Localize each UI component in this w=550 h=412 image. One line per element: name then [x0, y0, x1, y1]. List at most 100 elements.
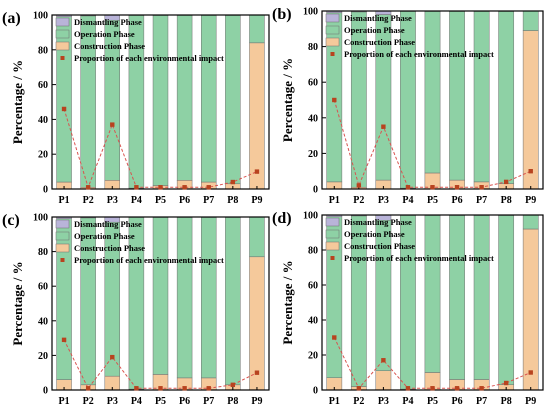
- panel-a-xtick-label: P9: [251, 195, 262, 206]
- panel-b-bar-operation-phase-P8: [498, 11, 515, 184]
- panel-c-proportion-point-P5: [158, 386, 163, 391]
- panel-d-ytick-label: 0: [313, 386, 318, 397]
- panel-d-legend-swatch-dismantling-phase: [325, 217, 340, 227]
- panel-d-legend-label: Construction Phase: [344, 241, 415, 251]
- panel-b-ytick-label: 60: [308, 78, 318, 89]
- panel-a-bar-operation-phase-P6: [176, 15, 193, 181]
- panel-b-xtick-label: P4: [402, 195, 413, 206]
- panel-a-proportion-point-P3: [110, 122, 115, 127]
- panel-d-proportion-point-P8: [503, 380, 509, 386]
- panel-a-xtick-label: P7: [203, 195, 214, 206]
- panel-b-legend-swatch-proportion: [330, 52, 335, 56]
- panel-c-xtick-label: P6: [179, 396, 190, 407]
- panel-d-ytick-label: 80: [308, 246, 318, 257]
- panel-c-legend-label: Proportion of each environmental impact: [74, 255, 224, 265]
- panel-c-legend-label: Construction Phase: [74, 243, 145, 253]
- panel-a-bar-operation-phase-P5: [152, 15, 169, 186]
- panel-d-xtick-label: P2: [353, 396, 364, 407]
- panel-d-bar-construction-phase-P9: [522, 228, 539, 391]
- panel-d-xtick-label: P8: [501, 396, 512, 407]
- panel-b-legend-swatch-dismantling-phase: [325, 13, 340, 23]
- panel-c-letter: (c): [2, 212, 20, 229]
- panel-b-ylabel: Percentage / %: [280, 58, 295, 142]
- panel-c-legend-swatch-dismantling-phase: [55, 219, 70, 229]
- panel-d-bar-operation-phase-P1: [326, 216, 343, 378]
- panel-b-legend-label: Construction Phase: [344, 37, 415, 47]
- panel-c-ytick-label: 40: [38, 316, 48, 327]
- panel-c-bar-operation-phase-P1: [56, 218, 72, 380]
- panel-b-xtick-label: P3: [378, 195, 389, 206]
- panel-d-ylabel: Percentage / %: [280, 260, 295, 344]
- panel-b-bar-construction-phase-P9: [522, 30, 539, 190]
- panel-a-legend-label: Operation Phase: [74, 29, 135, 39]
- panel-a-bar-operation-phase-P9: [249, 14, 265, 44]
- panel-b-xtick-label: P2: [353, 195, 364, 206]
- panel-b-bar-operation-phase-P5: [424, 11, 441, 174]
- panel-b-ytick-label: 100: [303, 7, 318, 18]
- panel-d-legend-label: Operation Phase: [344, 229, 405, 239]
- panel-b-xtick-label: P7: [476, 195, 487, 206]
- panel-d-ytick-label: 100: [303, 211, 318, 222]
- panel-b-xtick-label: P9: [525, 195, 536, 206]
- panel-c-xtick-label: P2: [83, 396, 94, 407]
- panel-b-letter: (b): [272, 6, 292, 23]
- panel-c-xtick-label: P9: [251, 396, 262, 407]
- panel-d-bar-operation-phase-P6: [449, 215, 465, 380]
- panel-a-xtick-label: P2: [83, 195, 94, 206]
- panel-d-xtick-label: P5: [427, 396, 438, 407]
- panel-b-xtick-label: P8: [501, 195, 512, 206]
- panel-c-proportion-point-P7: [206, 386, 211, 391]
- panel-d-xtick-label: P7: [476, 396, 487, 407]
- panel-c-proportion-point-P2: [85, 386, 91, 391]
- panel-b-ytick-label: 40: [308, 113, 318, 124]
- panel-a-xtick-label: P3: [107, 195, 118, 206]
- panel-c-proportion-point-P1: [61, 337, 67, 343]
- panel-c-bar-operation-phase-P9: [249, 216, 265, 258]
- panel-b-proportion-point-P3: [381, 124, 386, 129]
- panel-a-proportion-point-P6: [182, 185, 187, 190]
- panel-c-xtick-label: P3: [107, 396, 118, 407]
- panel-c-proportion-point-P9: [254, 370, 260, 375]
- panel-d-xtick-label: P6: [452, 396, 463, 407]
- panel-a-legend-swatch-dismantling-phase: [55, 17, 70, 27]
- panel-d-ytick-label: 20: [308, 351, 318, 362]
- panel-d-xtick-label: P3: [378, 396, 389, 407]
- panel-d-legend-swatch-construction-phase: [325, 241, 340, 251]
- panel-c-bar-operation-phase-P8: [225, 217, 241, 386]
- panel-d-bar-operation-phase-P9: [522, 214, 539, 230]
- panel-c-proportion-point-P8: [230, 382, 236, 388]
- panel-b-legend-swatch-construction-phase: [325, 37, 340, 47]
- panel-a-legend-label: Proportion of each environmental impact: [74, 53, 224, 63]
- panel-a-proportion-point-P8: [230, 179, 236, 185]
- panel-b-bar-operation-phase-P9: [522, 10, 539, 31]
- panel-a-letter: (a): [2, 10, 21, 27]
- panel-d-legend-swatch-proportion: [330, 256, 335, 260]
- panel-c-ytick-label: 100: [33, 213, 48, 224]
- panel-d-xtick-label: P4: [402, 396, 413, 407]
- panel-c-ytick-label: 20: [38, 351, 48, 362]
- panel-c-legend-label: Operation Phase: [74, 231, 135, 241]
- panel-c-ytick-label: 60: [38, 282, 48, 293]
- panel-d-proportion-point-P5: [430, 386, 435, 391]
- panel-a-proportion-point-P4: [134, 185, 139, 190]
- panel-b-ytick-label: 80: [308, 42, 318, 53]
- panel-a-xtick-label: P5: [155, 195, 166, 206]
- panel-b-proportion-point-P4: [405, 185, 411, 190]
- panel-d-legend-label: Dismantling Phase: [344, 217, 412, 227]
- panel-c-bar-construction-phase-P9: [249, 256, 265, 391]
- panel-b-proportion-point-P9: [528, 169, 533, 174]
- panel-a-legend-swatch-proportion: [60, 56, 65, 60]
- panel-b-proportion-point-P1: [332, 97, 337, 103]
- panel-a-proportion-point-P7: [206, 185, 211, 190]
- panel-d-bar-operation-phase-P7: [473, 215, 490, 380]
- panel-a-bar-operation-phase-P8: [225, 15, 241, 185]
- panel-c-xtick-label: P8: [227, 396, 238, 407]
- panel-a-proportion-point-P1: [61, 106, 67, 112]
- panel-d-proportion-point-P6: [454, 386, 460, 391]
- panel-c-bar-operation-phase-P7: [200, 217, 217, 379]
- panel-c-xtick-label: P1: [59, 396, 70, 407]
- panel-b-xtick-label: P6: [452, 195, 463, 206]
- panel-a-bar-operation-phase-P1: [56, 16, 72, 183]
- panel-a-xtick-label: P6: [179, 195, 190, 206]
